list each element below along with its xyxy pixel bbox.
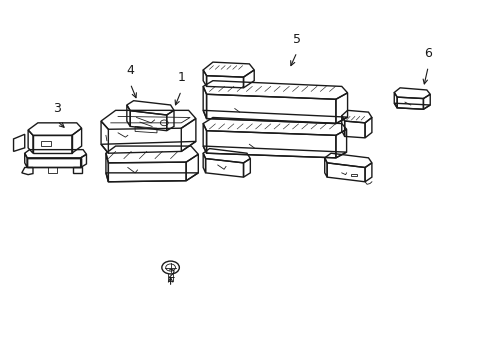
Text: 6: 6 [424, 47, 431, 60]
Text: 2: 2 [166, 268, 174, 281]
Text: 4: 4 [126, 64, 134, 77]
Text: 5: 5 [292, 33, 301, 46]
Text: 3: 3 [53, 102, 61, 114]
Text: 1: 1 [177, 71, 185, 84]
